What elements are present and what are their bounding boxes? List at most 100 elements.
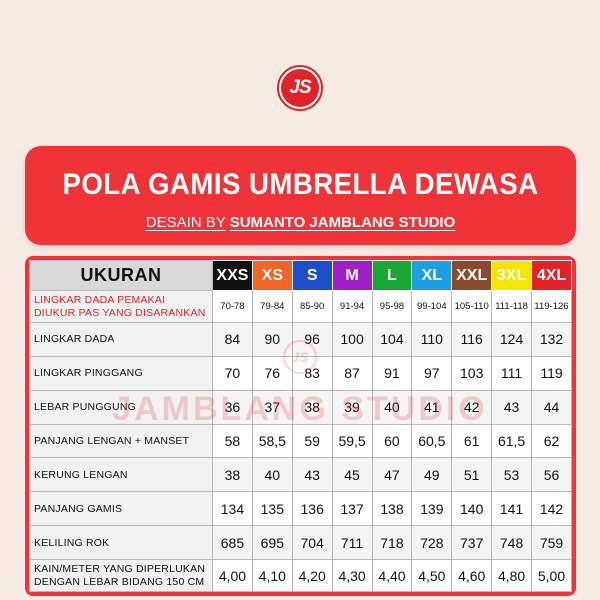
- table-cell: 49: [411, 457, 453, 493]
- table-header-row: UKURAN XXS XS S M L XL XXL 3XL 4XL: [29, 260, 572, 291]
- table-cell: 695: [251, 525, 293, 560]
- brand-logo: JS: [277, 65, 323, 111]
- table-cell: 119-126: [531, 290, 572, 323]
- row-label: KELILING ROK: [29, 525, 213, 560]
- table-cell: 87: [331, 355, 373, 391]
- size-header: L: [371, 260, 413, 291]
- table-cell: 44: [531, 389, 572, 425]
- table-row-fabric: KAIN/METER YANG DIPERLUKAN DENGAN LEBAR …: [29, 559, 572, 592]
- table-cell: 139: [411, 491, 453, 527]
- size-chart-table: UKURAN XXS XS S M L XL XXL 3XL 4XL LINGK…: [29, 260, 572, 592]
- table-cell: 104: [371, 322, 413, 357]
- table-cell: 40: [371, 389, 413, 425]
- table-cell: 132: [531, 322, 572, 357]
- size-header: XS: [251, 260, 293, 291]
- table-cell: 103: [451, 355, 493, 391]
- table-cell: 4,30: [331, 559, 373, 592]
- page-subtitle: DESAIN BY SUMANTO JAMBLANG STUDIO: [25, 214, 576, 231]
- table-cell: 90: [251, 322, 293, 357]
- table-cell: 70: [212, 355, 253, 391]
- table-cell: 59: [291, 423, 333, 459]
- size-header: XL: [411, 260, 453, 291]
- size-header: 4XL: [531, 260, 572, 291]
- table-cell: 39: [331, 389, 373, 425]
- table-cell: 136: [291, 491, 333, 527]
- row-label: PANJANG GAMIS: [29, 491, 213, 527]
- table-cell: 38: [212, 457, 253, 493]
- table-cell: 704: [291, 525, 333, 560]
- size-header: 3XL: [491, 260, 532, 291]
- table-cell: 84: [212, 322, 253, 357]
- table-cell: 4,00: [212, 559, 253, 592]
- table-cell: 45: [331, 457, 373, 493]
- table-cell: 53: [491, 457, 532, 493]
- table-cell: 135: [251, 491, 293, 527]
- size-header: XXL: [451, 260, 493, 291]
- table-cell: 4,60: [451, 559, 493, 592]
- table-cell: 61,5: [491, 423, 532, 459]
- size-table-frame: UKURAN XXS XS S M L XL XXL 3XL 4XL LINGK…: [25, 256, 576, 596]
- table-cell: 37: [251, 389, 293, 425]
- table-cell: 748: [491, 525, 532, 560]
- table-cell: 85-90: [291, 290, 333, 323]
- size-header: XXS: [212, 260, 253, 291]
- table-cell: 95-98: [371, 290, 413, 323]
- table-cell: 5,00: [531, 559, 572, 592]
- table-cell: 91-94: [331, 290, 373, 323]
- row-label: LEBAR PUNGGUNG: [29, 389, 213, 425]
- table-cell: 116: [451, 322, 493, 357]
- subtitle-brand: SUMANTO JAMBLANG STUDIO: [229, 214, 456, 231]
- header-ukuran: UKURAN: [29, 260, 213, 291]
- table-cell: 58,5: [251, 423, 293, 459]
- table-row: LINGKAR PINGGANG 70 76 83 87 91 97 103 1…: [29, 355, 572, 391]
- table-cell: 718: [371, 525, 413, 560]
- table-cell: 737: [451, 525, 493, 560]
- row-label: LINGKAR PINGGANG: [29, 355, 213, 391]
- row-label-fabric: KAIN/METER YANG DIPERLUKAN DENGAN LEBAR …: [29, 559, 213, 592]
- table-cell: 100: [331, 322, 373, 357]
- table-cell: 4,10: [251, 559, 293, 592]
- table-cell: 59,5: [331, 423, 373, 459]
- table-cell: 60: [371, 423, 413, 459]
- table-cell: 43: [491, 389, 532, 425]
- table-row: KERUNG LENGAN 38 40 43 45 47 49 51 53 56: [29, 457, 572, 493]
- table-cell: 4,50: [411, 559, 453, 592]
- table-cell: 759: [531, 525, 572, 560]
- table-cell: 62: [531, 423, 572, 459]
- table-cell: 56: [531, 457, 572, 493]
- table-cell: 43: [291, 457, 333, 493]
- row-label-line: DENGAN LEBAR BIDANG 150 CM: [34, 575, 205, 588]
- row-label: PANJANG LENGAN + MANSET: [29, 423, 213, 459]
- table-cell: 51: [451, 457, 493, 493]
- table-cell: 41: [411, 389, 453, 425]
- table-cell: 124: [491, 322, 532, 357]
- row-label: LINGKAR DADA: [29, 322, 213, 357]
- table-cell: 60,5: [411, 423, 453, 459]
- page-title: POLA GAMIS UMBRELLA DEWASA: [62, 168, 539, 201]
- table-row: LEBAR PUNGGUNG 36 37 38 39 40 41 42 43 4…: [29, 389, 572, 425]
- table-row-chest-range: LINGKAR DADA PEMAKAI DIUKUR PAS YANG DIS…: [29, 290, 572, 323]
- table-cell: 134: [212, 491, 253, 527]
- table-cell: 76: [251, 355, 293, 391]
- size-header: M: [331, 260, 373, 291]
- table-cell: 141: [491, 491, 532, 527]
- table-cell: 96: [291, 322, 333, 357]
- table-cell: 4,80: [491, 559, 532, 592]
- table-cell: 111-118: [491, 290, 532, 323]
- title-banner: POLA GAMIS UMBRELLA DEWASA DESAIN BY SUM…: [25, 146, 576, 245]
- table-cell: 42: [451, 389, 493, 425]
- row-label-chest-range: LINGKAR DADA PEMAKAI DIUKUR PAS YANG DIS…: [29, 290, 213, 323]
- table-cell: 99-104: [411, 290, 453, 323]
- row-label-line: KAIN/METER YANG DIPERLUKAN: [34, 563, 206, 576]
- brand-logo-text: JS: [281, 69, 319, 107]
- table-cell: 119: [531, 355, 572, 391]
- table-cell: 105-110: [451, 290, 493, 323]
- table-cell: 685: [212, 525, 253, 560]
- table-cell: 97: [411, 355, 453, 391]
- table-cell: 47: [371, 457, 413, 493]
- table-cell: 111: [491, 355, 532, 391]
- table-cell: 110: [411, 322, 453, 357]
- table-cell: 40: [251, 457, 293, 493]
- subtitle-prefix: DESAIN BY: [145, 214, 226, 231]
- table-row: PANJANG GAMIS 134 135 136 137 138 139 14…: [29, 491, 572, 527]
